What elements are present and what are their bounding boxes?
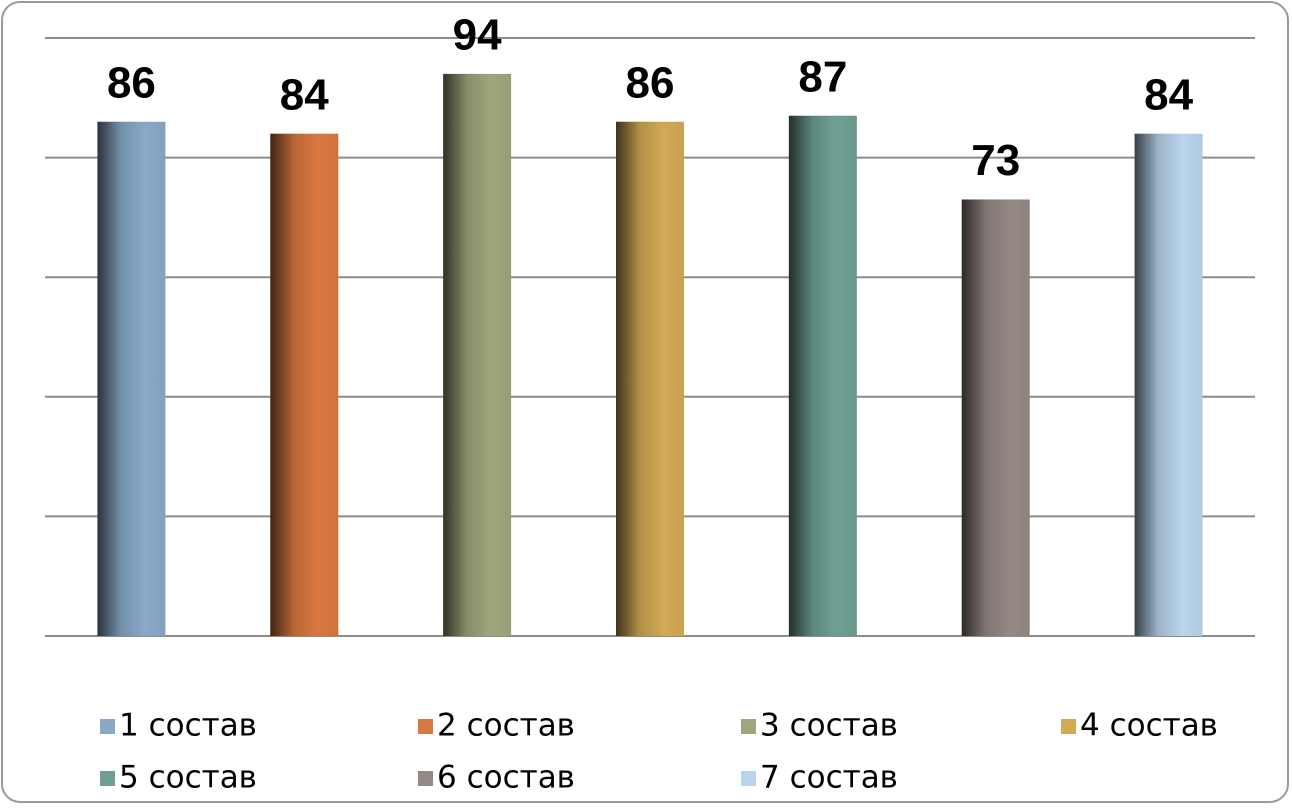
legend-swatch bbox=[741, 771, 756, 786]
bar bbox=[616, 121, 684, 637]
value-label: 86 bbox=[626, 58, 675, 107]
legend-label: 7 состав bbox=[760, 760, 898, 796]
legend-label: 4 состав bbox=[1080, 708, 1218, 744]
value-label: 86 bbox=[107, 58, 156, 107]
legend-swatch bbox=[741, 719, 756, 734]
legend-label: 3 состав bbox=[760, 708, 898, 744]
legend-swatch bbox=[1061, 719, 1076, 734]
legend-label: 1 состав bbox=[119, 708, 257, 744]
legend-swatch bbox=[418, 719, 433, 734]
bar bbox=[97, 121, 166, 637]
legend-label: 2 состав bbox=[437, 708, 575, 744]
value-label: 87 bbox=[798, 52, 847, 101]
bar bbox=[788, 115, 857, 637]
value-label: 84 bbox=[1144, 70, 1193, 119]
legend-swatch bbox=[100, 719, 115, 734]
value-label: 84 bbox=[280, 70, 329, 119]
bar bbox=[961, 199, 1030, 636]
value-label: 73 bbox=[971, 136, 1020, 185]
legend-label: 5 состав bbox=[119, 760, 257, 796]
bar bbox=[1134, 133, 1203, 636]
bar bbox=[270, 133, 339, 636]
legend-label: 6 состав bbox=[437, 760, 575, 796]
legend-swatch bbox=[418, 771, 433, 786]
bar bbox=[443, 73, 512, 636]
value-label: 94 bbox=[453, 11, 502, 60]
legend-swatch bbox=[100, 771, 115, 786]
